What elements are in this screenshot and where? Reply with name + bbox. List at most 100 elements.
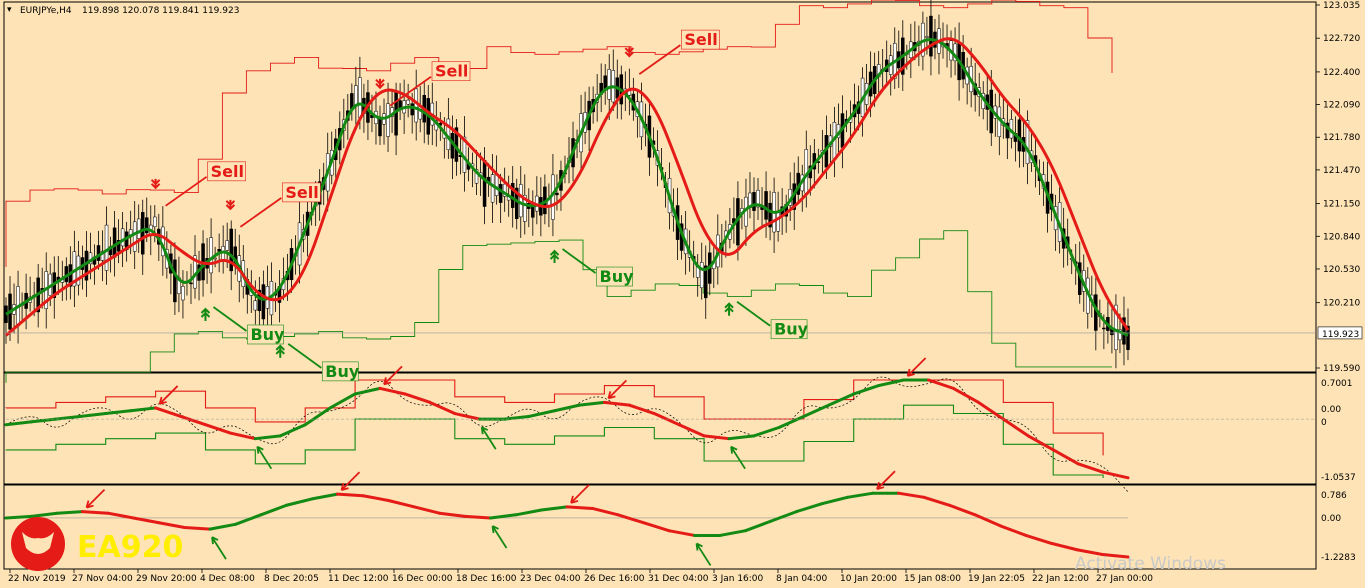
price-tick-label: 120.530 bbox=[1323, 265, 1360, 275]
candle-body bbox=[386, 103, 390, 137]
osc1-segment bbox=[1051, 448, 1080, 466]
osc2-tick-label: -1.2283 bbox=[1321, 553, 1356, 563]
candle-body bbox=[555, 192, 559, 196]
osc2-segment bbox=[463, 514, 492, 520]
candle-body bbox=[1122, 317, 1126, 345]
osc1-segment bbox=[503, 414, 532, 421]
candle-body bbox=[378, 117, 382, 137]
signals: Sell Sell Sell Sell Buy Buy Buy Buy bbox=[85, 29, 927, 566]
buy-pointer-line bbox=[212, 306, 247, 332]
osc2-segment bbox=[234, 513, 263, 526]
candle-body bbox=[414, 88, 418, 123]
sell-arrow-icon bbox=[150, 178, 161, 190]
x-tick-label: 8 Dec 20:05 bbox=[264, 574, 319, 584]
candle-body bbox=[494, 174, 499, 196]
bands bbox=[5, 0, 1113, 383]
dropdown-triangle-icon[interactable]: ▾ bbox=[7, 5, 12, 15]
sell-arrow-icon bbox=[225, 199, 236, 211]
osc1-segment bbox=[328, 392, 357, 410]
x-tick-label: 23 Dec 04:00 bbox=[520, 574, 581, 584]
osc2-segment bbox=[310, 492, 339, 501]
osc2-segment bbox=[1024, 533, 1053, 545]
sell-arrow-icon bbox=[624, 47, 635, 58]
buy-pointer-line bbox=[287, 343, 322, 369]
oscillators bbox=[4, 376, 1316, 559]
osc1-segment bbox=[353, 386, 382, 396]
x-tick-label: 27 Nov 04:00 bbox=[72, 574, 133, 584]
osc2-segment bbox=[769, 510, 798, 523]
osc2-segment bbox=[208, 522, 237, 531]
osc2-buy-arrow-icon bbox=[695, 542, 712, 566]
x-tick-label: 8 Jan 04:00 bbox=[776, 574, 828, 584]
osc1-segment bbox=[79, 412, 108, 418]
candle-body bbox=[132, 221, 137, 252]
osc1-segment bbox=[453, 412, 482, 421]
candle-body bbox=[703, 265, 708, 299]
candle-body bbox=[136, 218, 141, 239]
osc2-segment bbox=[973, 513, 1002, 528]
osc2-segment bbox=[412, 505, 441, 515]
x-tick-label: 11 Dec 12:00 bbox=[328, 574, 389, 584]
osc1-segment bbox=[1101, 470, 1130, 480]
candle-body bbox=[764, 191, 768, 220]
osc1-sell-arrow-icon bbox=[607, 379, 628, 400]
price-tick-label: 121.150 bbox=[1323, 200, 1360, 210]
candle-body bbox=[209, 237, 213, 274]
osc1-buy-arrow-icon bbox=[256, 445, 273, 470]
candle-body bbox=[213, 257, 217, 260]
osc1-segment bbox=[228, 431, 257, 441]
sell-label-box bbox=[681, 29, 720, 50]
price-panel-frame bbox=[3, 1, 1317, 373]
osc1-lower-band bbox=[5, 404, 1104, 478]
x-tick-label: 27 Jan 00:00 bbox=[1096, 574, 1153, 584]
sell-label: Sell bbox=[211, 162, 244, 181]
osc2-segment bbox=[285, 497, 314, 507]
candle-body bbox=[523, 194, 527, 222]
osc2-tick-label: 0.786 bbox=[1321, 491, 1347, 501]
candle-body bbox=[474, 169, 479, 184]
candle-body bbox=[181, 286, 185, 301]
osc1-segment bbox=[577, 400, 606, 407]
candle-body bbox=[776, 212, 780, 232]
candle-body bbox=[699, 262, 704, 289]
osc2-segment bbox=[795, 502, 824, 514]
osc1-segment bbox=[777, 414, 806, 430]
osc2-segment bbox=[259, 503, 288, 517]
buy-arrow-icon bbox=[549, 249, 560, 264]
price-tick-label: 120.210 bbox=[1323, 299, 1360, 309]
osc1-segment bbox=[104, 409, 133, 416]
windows-watermark: Activate Windows bbox=[1075, 554, 1226, 574]
candle-body bbox=[498, 184, 503, 203]
osc2-segment bbox=[183, 526, 212, 531]
lower-channel-line bbox=[5, 230, 1112, 383]
osc1-segment bbox=[179, 414, 207, 427]
y-axis: 123.035 122.720 122.400 122.090 121.780 121.4… bbox=[1316, 1, 1360, 563]
candle-body bbox=[253, 300, 258, 311]
osc1-segment bbox=[528, 409, 557, 418]
osc2-segment bbox=[718, 529, 747, 537]
osc2-segment bbox=[387, 498, 416, 509]
sell-pointer-line bbox=[389, 75, 432, 107]
buy-label: Buy bbox=[250, 325, 285, 344]
price-tick-label: 122.090 bbox=[1323, 101, 1360, 111]
osc1-segment bbox=[752, 426, 781, 438]
osc2-segment bbox=[1050, 541, 1079, 552]
price-tick-label: 122.720 bbox=[1323, 34, 1360, 44]
sell-pointer-line bbox=[638, 44, 681, 75]
osc1-segment bbox=[976, 400, 1005, 421]
osc2-segment bbox=[106, 511, 135, 520]
osc1-segment bbox=[54, 414, 83, 421]
x-tick-label: 22 Jan 12:00 bbox=[1032, 574, 1089, 584]
buy-label: Buy bbox=[600, 267, 635, 286]
candle-body bbox=[519, 184, 523, 218]
sell-arrow-icon bbox=[375, 78, 385, 90]
price-tick-label: 121.470 bbox=[1323, 166, 1360, 176]
candle-body bbox=[929, 15, 933, 57]
osc2-segment bbox=[81, 510, 110, 515]
candle-body bbox=[768, 202, 772, 228]
osc1-tick-label: -1.0537 bbox=[1321, 473, 1356, 483]
candle-body bbox=[1118, 329, 1122, 341]
candle-body bbox=[189, 282, 193, 285]
brand-logo: EA920 bbox=[11, 517, 183, 571]
